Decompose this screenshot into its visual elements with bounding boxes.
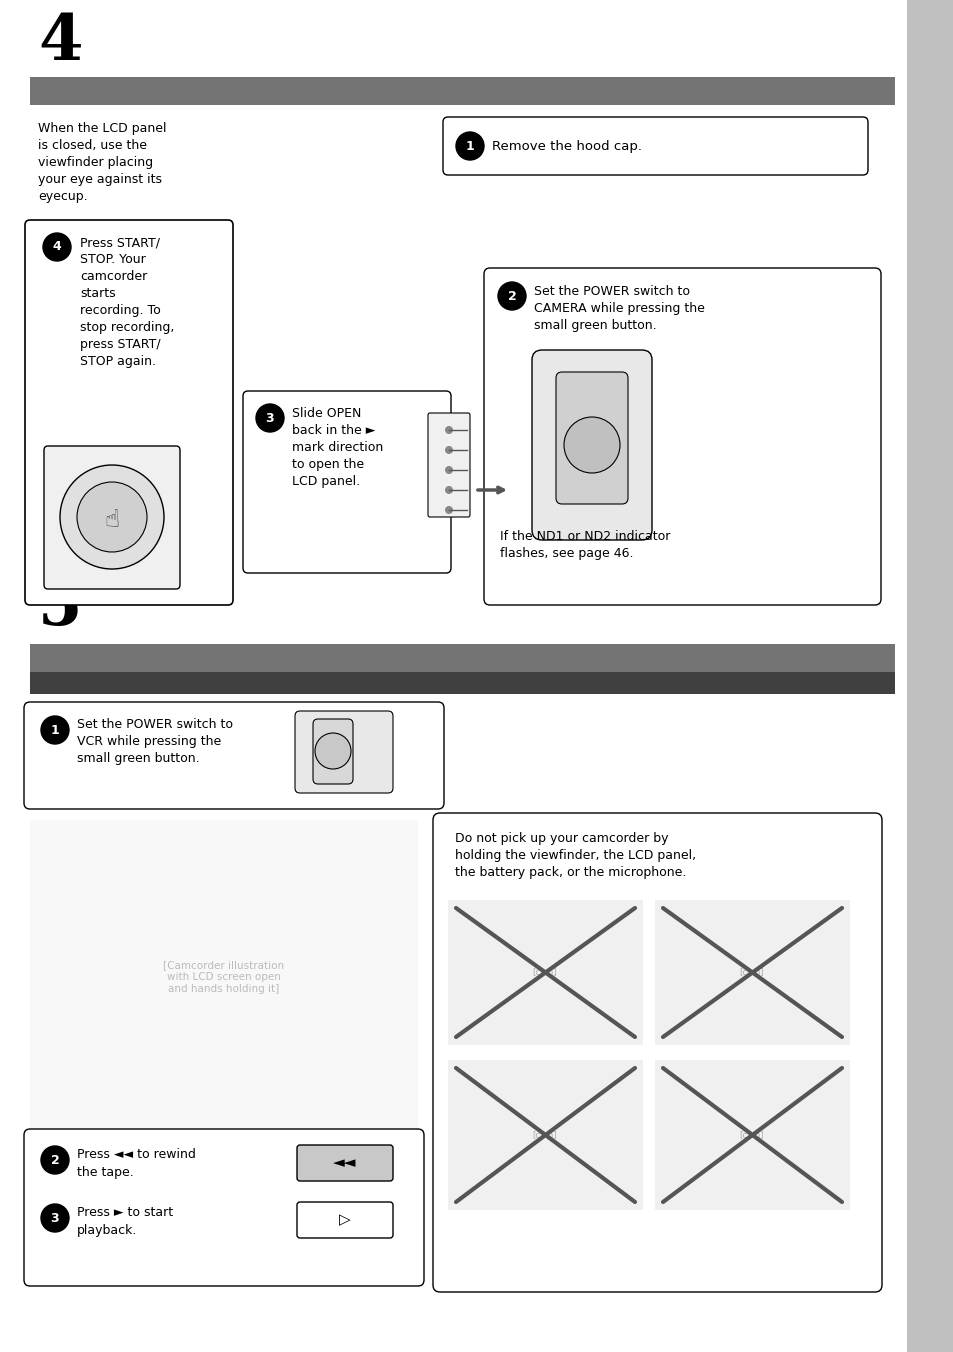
Circle shape bbox=[43, 233, 71, 261]
Text: 4: 4 bbox=[52, 241, 61, 254]
FancyBboxPatch shape bbox=[313, 719, 353, 784]
Bar bbox=[448, 1060, 642, 1210]
FancyBboxPatch shape bbox=[294, 711, 393, 794]
Text: Remove the hood cap.: Remove the hood cap. bbox=[492, 141, 641, 153]
Text: Do not pick up your camcorder by
holding the viewfinder, the LCD panel,
the batt: Do not pick up your camcorder by holding… bbox=[455, 831, 696, 879]
Text: ◄◄: ◄◄ bbox=[333, 1156, 356, 1171]
Text: 5: 5 bbox=[38, 577, 82, 638]
Bar bbox=[655, 900, 849, 1045]
FancyBboxPatch shape bbox=[428, 412, 470, 516]
Circle shape bbox=[41, 717, 69, 744]
Text: [cam]: [cam] bbox=[739, 1130, 763, 1140]
Text: Press ◄◄ to rewind
the tape.: Press ◄◄ to rewind the tape. bbox=[77, 1148, 195, 1179]
Text: 2: 2 bbox=[507, 289, 516, 303]
Text: If the ND1 or ND2 indicator
flashes, see page 46.: If the ND1 or ND2 indicator flashes, see… bbox=[499, 530, 670, 560]
Text: ◄◄: ◄◄ bbox=[353, 1148, 382, 1167]
Circle shape bbox=[314, 733, 351, 769]
FancyBboxPatch shape bbox=[243, 391, 451, 573]
FancyBboxPatch shape bbox=[24, 1129, 423, 1286]
Bar bbox=[906, 0, 953, 1352]
Text: 3: 3 bbox=[265, 411, 274, 425]
Bar bbox=[30, 77, 894, 105]
Circle shape bbox=[456, 132, 483, 160]
Circle shape bbox=[60, 465, 164, 569]
Text: When the LCD panel
is closed, use the
viewfinder placing
your eye against its
ey: When the LCD panel is closed, use the vi… bbox=[38, 122, 167, 203]
Circle shape bbox=[444, 506, 453, 514]
Bar bbox=[30, 672, 894, 694]
Bar bbox=[655, 1060, 849, 1210]
FancyBboxPatch shape bbox=[532, 350, 651, 539]
Text: 3: 3 bbox=[51, 1211, 59, 1225]
FancyBboxPatch shape bbox=[296, 1202, 393, 1238]
Text: ▷: ▷ bbox=[338, 1213, 351, 1228]
Circle shape bbox=[41, 1205, 69, 1232]
FancyBboxPatch shape bbox=[556, 372, 627, 504]
Text: [cam]: [cam] bbox=[532, 1130, 557, 1140]
Text: [cam]: [cam] bbox=[739, 968, 763, 976]
FancyBboxPatch shape bbox=[334, 1142, 401, 1171]
Circle shape bbox=[444, 446, 453, 454]
Circle shape bbox=[444, 485, 453, 493]
Text: 1: 1 bbox=[465, 139, 474, 153]
Text: Slide OPEN
back in the ►
mark direction
to open the
LCD panel.: Slide OPEN back in the ► mark direction … bbox=[292, 407, 383, 488]
FancyBboxPatch shape bbox=[44, 446, 180, 589]
Text: Press START/
STOP. Your
camcorder
starts
recording. To
stop recording,
press STA: Press START/ STOP. Your camcorder starts… bbox=[80, 237, 174, 368]
Circle shape bbox=[41, 1146, 69, 1174]
Circle shape bbox=[444, 426, 453, 434]
Text: Press ► to start
playback.: Press ► to start playback. bbox=[77, 1206, 172, 1237]
FancyBboxPatch shape bbox=[296, 1145, 393, 1182]
Text: 2: 2 bbox=[51, 1153, 59, 1167]
Text: [cam]: [cam] bbox=[532, 968, 557, 976]
Circle shape bbox=[497, 283, 525, 310]
Bar bbox=[30, 821, 417, 1134]
Text: Set the POWER switch to
VCR while pressing the
small green button.: Set the POWER switch to VCR while pressi… bbox=[77, 718, 233, 765]
FancyBboxPatch shape bbox=[25, 220, 233, 604]
FancyBboxPatch shape bbox=[24, 702, 443, 808]
Text: 4: 4 bbox=[38, 12, 82, 73]
FancyBboxPatch shape bbox=[442, 118, 867, 174]
FancyBboxPatch shape bbox=[483, 268, 880, 604]
Text: [Camcorder illustration
with LCD screen open
and hands holding it]: [Camcorder illustration with LCD screen … bbox=[163, 960, 284, 994]
Bar bbox=[30, 644, 894, 672]
Text: Set the POWER switch to
CAMERA while pressing the
small green button.: Set the POWER switch to CAMERA while pre… bbox=[534, 285, 704, 333]
Text: 1: 1 bbox=[51, 723, 59, 737]
Circle shape bbox=[563, 416, 619, 473]
Bar bbox=[448, 900, 642, 1045]
Circle shape bbox=[255, 404, 284, 433]
Text: ☝: ☝ bbox=[104, 508, 119, 531]
Circle shape bbox=[77, 483, 147, 552]
FancyBboxPatch shape bbox=[433, 813, 882, 1293]
Circle shape bbox=[444, 466, 453, 475]
